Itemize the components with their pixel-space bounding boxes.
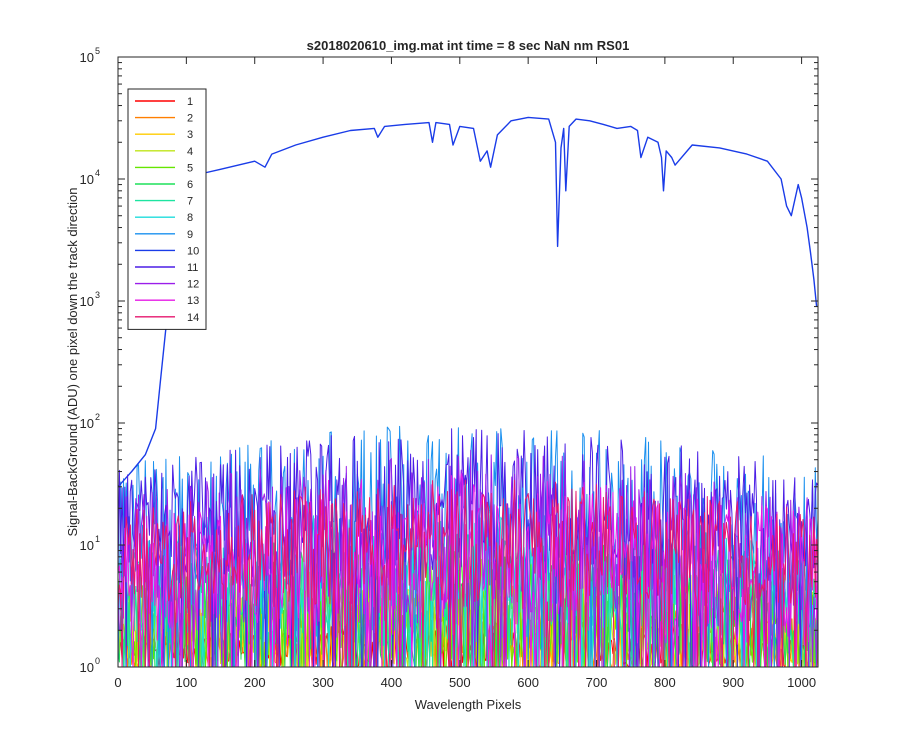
- series-line-12: [118, 449, 818, 667]
- x-tick-label: 100: [176, 675, 198, 690]
- y-tick-exponent: 2: [95, 412, 100, 422]
- legend-label-3: 3: [187, 129, 193, 141]
- x-tick-label: 0: [114, 675, 121, 690]
- legend-label-6: 6: [187, 179, 193, 191]
- legend-label-5: 5: [187, 162, 193, 174]
- y-tick-label: 10: [80, 538, 94, 553]
- y-tick-label: 10: [80, 172, 94, 187]
- series-line-11: [118, 428, 818, 667]
- plot-frame: [117, 56, 819, 668]
- x-axis: 0 100 200 300 400 500 600 700 800 900 1000: [114, 57, 816, 690]
- y-tick-label: 10: [80, 660, 94, 675]
- x-tick-label: 600: [517, 675, 539, 690]
- legend-label-9: 9: [187, 229, 193, 241]
- legend-label-10: 10: [187, 245, 199, 257]
- legend-label-1: 1: [187, 96, 193, 108]
- y-tick-exponent: 3: [95, 290, 100, 300]
- legend-label-13: 13: [187, 295, 199, 307]
- y-tick-label: 10: [80, 50, 94, 65]
- x-axis-label: Wavelength Pixels: [415, 697, 522, 712]
- legend-label-14: 14: [187, 312, 199, 324]
- y-tick-label: 10: [80, 416, 94, 431]
- x-tick-label: 1000: [787, 675, 816, 690]
- series-line-13: [118, 473, 818, 667]
- x-tick-label: 500: [449, 675, 471, 690]
- legend-label-12: 12: [187, 279, 199, 291]
- legend-label-4: 4: [187, 146, 193, 158]
- y-tick-label: 10: [80, 294, 94, 309]
- y-tick-exponent: 4: [95, 168, 100, 178]
- legend-label-2: 2: [187, 113, 193, 125]
- series-layer: [118, 116, 818, 667]
- legend-label-8: 8: [187, 212, 193, 224]
- series-line-14: [118, 479, 818, 667]
- x-tick-label: 300: [312, 675, 334, 690]
- x-tick-label: 900: [722, 675, 744, 690]
- series-line-10: [118, 116, 818, 488]
- chart-title: s2018020610_img.mat int time = 8 sec NaN…: [307, 38, 630, 53]
- x-tick-label: 200: [244, 675, 266, 690]
- legend-label-11: 11: [187, 262, 198, 274]
- y-axis-label: Signal-BackGround (ADU) one pixel down t…: [65, 187, 80, 536]
- x-tick-label: 700: [586, 675, 608, 690]
- legend-box: [127, 88, 207, 330]
- x-tick-label: 400: [381, 675, 403, 690]
- x-tick-label: 800: [654, 675, 676, 690]
- y-tick-exponent: 5: [95, 46, 100, 56]
- y-tick-exponent: 1: [95, 534, 100, 544]
- y-tick-exponent: 0: [95, 656, 100, 666]
- legend-label-7: 7: [187, 196, 193, 208]
